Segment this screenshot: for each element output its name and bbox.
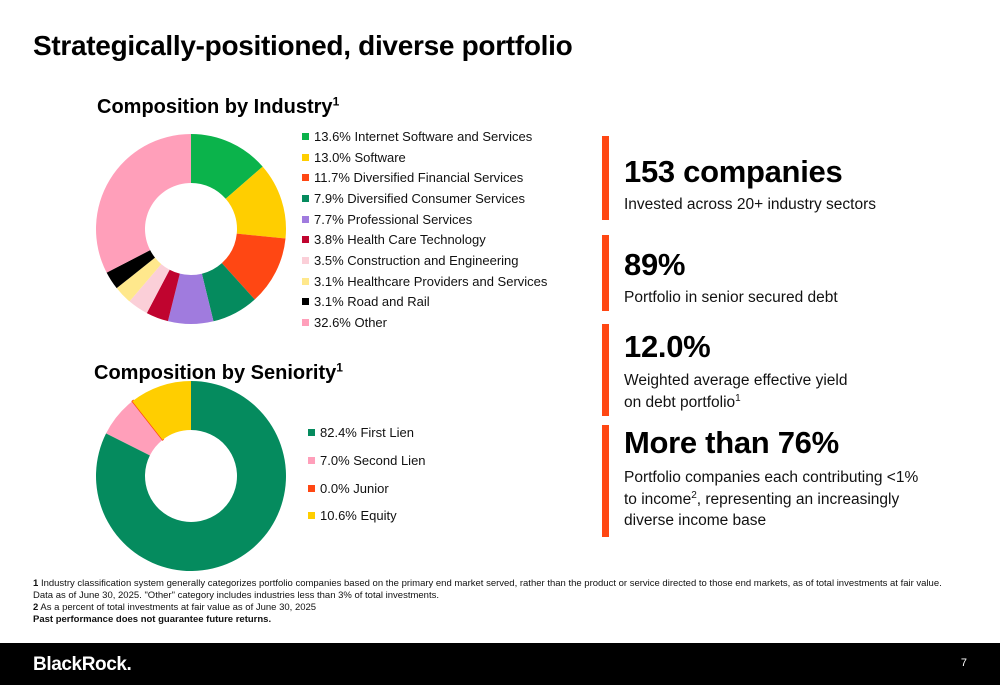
legend-swatch (302, 256, 309, 264)
donut-slice-professional-services (167, 273, 214, 324)
seniority-legend: 82.4% First Lien 7.0% Second Lien 0.0% Jun… (308, 419, 426, 530)
blackrock-logo: BlackRock. (33, 654, 132, 675)
donut-slice-construction-and-engineering (129, 264, 170, 314)
legend-label: 3.5% Construction and Engineering (314, 252, 519, 268)
legend-label: 13.0% Software (314, 149, 406, 165)
stat-income-diversity: More than 76% Portfolio companies each c… (602, 425, 992, 537)
footnote-2: 2 As a percent of total investments at f… (33, 602, 317, 613)
stat-companies: 153 companies Invested across 20+ indust… (602, 136, 992, 220)
stat-description: Portfolio companies each contributing <1… (624, 469, 919, 529)
legend-label: 32.6% Other (314, 315, 387, 331)
legend-item: 32.6% Other (302, 312, 547, 333)
legend-swatch (302, 132, 309, 140)
legend-swatch (302, 236, 309, 244)
legend-swatch (302, 174, 309, 182)
legend-label: 11.7% Diversified Financial Services (314, 170, 524, 186)
legend-swatch (302, 194, 309, 202)
legend-swatch (302, 215, 309, 223)
legend-item: 7.0% Second Lien (308, 447, 426, 475)
donut-slice-software (225, 166, 286, 239)
legend-swatch (308, 512, 315, 520)
legend-swatch (302, 298, 309, 306)
legend-label: 82.4% First Lien (320, 425, 414, 441)
legend-swatch (302, 277, 309, 285)
legend-item: 7.7% Professional Services (302, 209, 547, 230)
footer-bar: BlackRock. 7 (0, 643, 1000, 685)
seniority-donut-chart (96, 381, 286, 571)
legend-item: 3.1% Road and Rail (302, 292, 547, 313)
footnotes: 1 Industry classification system general… (33, 578, 963, 626)
legend-item: 13.0% Software (302, 147, 547, 168)
legend-swatch (308, 484, 315, 492)
donut-slice-road-and-rail (106, 250, 156, 289)
stat-value: 89% (624, 247, 686, 282)
donut-slice-health-care-technology (146, 269, 180, 322)
stat-value: More than 76% (624, 425, 839, 460)
donut-slice-equity (132, 381, 191, 440)
legend-label: 3.1% Healthcare Providers and Services (314, 273, 548, 289)
page-title: Strategically-positioned, diverse portfo… (33, 30, 573, 61)
legend-label: 3.8% Health Care Technology (314, 232, 486, 248)
donut-slice-healthcare-providers-and-services (116, 257, 162, 302)
accent-bar (602, 136, 609, 220)
legend-item: 11.7% Diversified Financial Services (302, 167, 547, 188)
legend-label: 7.9% Diversified Consumer Services (314, 190, 525, 206)
page-number: 7 (960, 657, 967, 669)
donut-slice-internet-software-and-services (191, 134, 263, 199)
stat-description: Invested across 20+ industry sectors (624, 196, 876, 213)
disclaimer: Past performance does not guarantee futu… (33, 614, 272, 625)
donut-slice-other (96, 134, 191, 273)
legend-item: 3.8% Health Care Technology (302, 229, 547, 250)
industry-legend: 13.6% Internet Software and Services 13.0… (302, 126, 547, 333)
accent-bar (602, 324, 609, 416)
footnote-mark: 1 (332, 94, 340, 109)
legend-item: 10.6% Equity (308, 502, 426, 530)
legend-item: 13.6% Internet Software and Services (302, 126, 547, 147)
accent-bar (602, 425, 609, 537)
donut-slice-diversified-financial-services (221, 233, 286, 300)
stat-senior-secured: 89% Portfolio in senior secured debt (602, 235, 992, 311)
stat-yield: 12.0% Weighted average effective yield on… (602, 324, 992, 416)
stat-description: Weighted average effective yield on debt … (624, 372, 848, 411)
legend-item: 0.0% Junior (308, 474, 426, 502)
donut-slice-diversified-consumer-services (201, 263, 255, 322)
legend-label: 13.6% Internet Software and Services (314, 128, 533, 144)
legend-swatch (302, 319, 309, 327)
legend-item: 3.5% Construction and Engineering (302, 250, 547, 271)
legend-item: 3.1% Healthcare Providers and Services (302, 271, 547, 292)
legend-swatch (308, 429, 315, 437)
legend-label: 7.0% Second Lien (320, 453, 426, 469)
accent-bar (602, 235, 609, 311)
legend-label: 3.1% Road and Rail (314, 294, 430, 310)
legend-swatch (308, 457, 315, 465)
stat-value: 12.0% (624, 329, 711, 364)
stat-value: 153 companies (624, 154, 843, 189)
footnote-mark: 1 (336, 360, 343, 375)
industry-donut-chart (96, 134, 286, 324)
footnote-1: 1 Industry classification system general… (33, 578, 942, 601)
donut-slice-first-lien (96, 381, 286, 571)
industry-chart-title: Composition by Industry1 (97, 94, 340, 118)
legend-swatch (302, 153, 309, 161)
legend-item: 7.9% Diversified Consumer Services (302, 188, 547, 209)
legend-item: 82.4% First Lien (308, 419, 426, 447)
legend-label: 7.7% Professional Services (314, 211, 473, 227)
stat-description: Portfolio in senior secured debt (624, 289, 838, 306)
donut-slice-second-lien (106, 401, 163, 456)
legend-label: 0.0% Junior (320, 480, 389, 496)
legend-label: 10.6% Equity (320, 508, 397, 524)
seniority-chart-title: Composition by Seniority1 (94, 360, 343, 384)
